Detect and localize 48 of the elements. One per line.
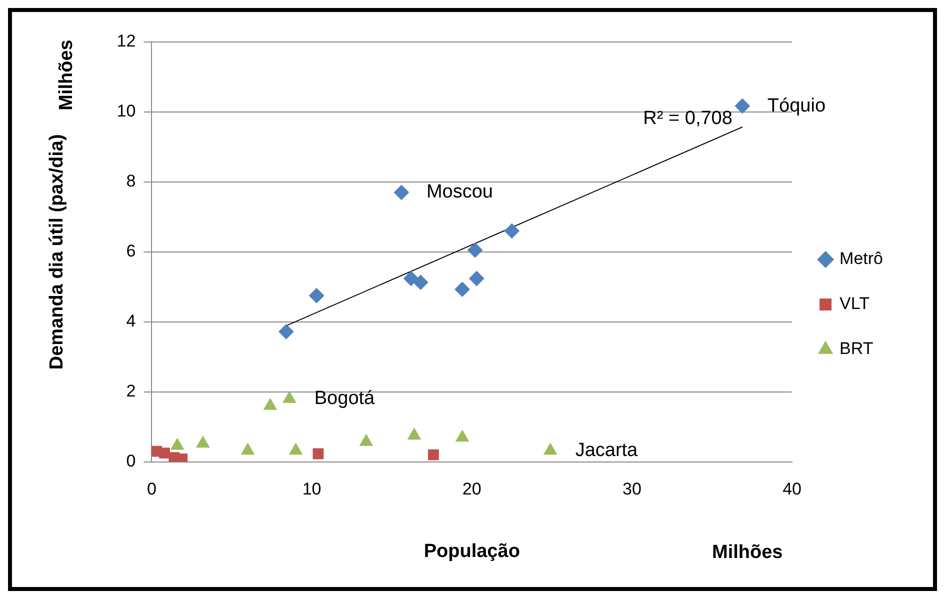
point: [159, 448, 170, 459]
point: [544, 443, 557, 455]
y-axis-title: Demanda dia útil (pax/dia): [46, 134, 68, 370]
point: [196, 436, 210, 448]
x-tick-label: 10: [302, 480, 322, 499]
point: [428, 449, 439, 460]
point: [289, 443, 302, 455]
x-tick-label: 20: [462, 480, 482, 499]
point: [309, 288, 324, 304]
legend-label: VLT: [840, 294, 870, 314]
annotation: Moscou: [426, 182, 493, 203]
point: [404, 270, 419, 286]
point: [408, 428, 421, 440]
point: [170, 438, 184, 450]
text: Milhões: [712, 542, 783, 564]
point: [176, 454, 188, 462]
legend-label: BRT: [840, 339, 874, 358]
point: [454, 282, 470, 297]
annotation: Jacarta: [575, 440, 638, 461]
point: [282, 391, 296, 403]
point: [264, 398, 277, 410]
y-tick-label: 4: [126, 312, 136, 331]
point: [413, 274, 428, 290]
annotation: Tóquio: [767, 95, 826, 116]
y-tick-label: 6: [126, 242, 136, 261]
annotation: R² = 0,708: [643, 108, 732, 130]
point: [360, 434, 373, 446]
point: [469, 270, 484, 286]
annotation: Bogotá: [314, 388, 376, 410]
x-tick-label: 0: [146, 480, 156, 499]
point: [456, 430, 469, 442]
point: [468, 242, 483, 258]
y-tick-label: 12: [116, 32, 136, 51]
point: [278, 324, 294, 340]
point: [394, 184, 409, 200]
x-tick-label: 40: [782, 480, 802, 499]
y-tick-label: 2: [126, 382, 136, 401]
point: [312, 448, 324, 460]
y-tick-label: 10: [116, 102, 136, 121]
point: [504, 223, 520, 238]
point: [734, 98, 750, 114]
text: Milhões: [56, 38, 78, 112]
x-tick-label: 30: [622, 480, 642, 499]
legend-label: Metrô: [840, 249, 884, 268]
y-tick-label: 8: [126, 172, 136, 191]
point: [241, 443, 254, 455]
x-axis-title: População: [424, 540, 520, 562]
y-tick-label: 0: [126, 451, 136, 470]
